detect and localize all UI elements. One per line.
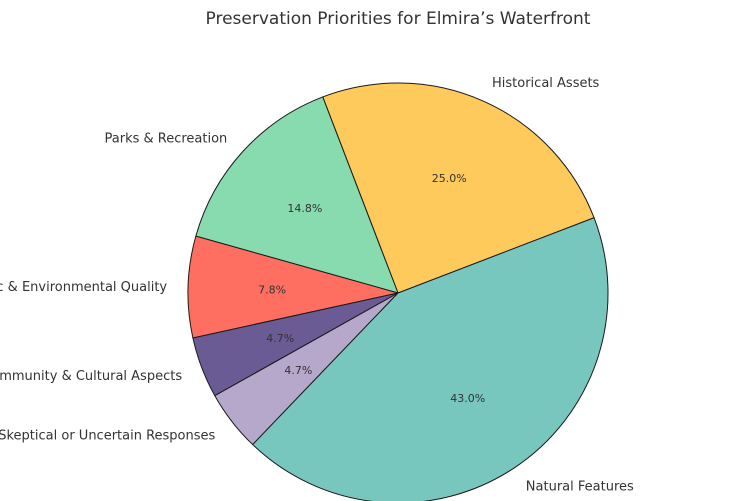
slice-category-label: Natural Features — [526, 479, 634, 494]
pie-slice — [322, 82, 595, 294]
slice-percentage-label: 4.7% — [266, 332, 294, 345]
slice-percentage-label: 43.0% — [450, 392, 485, 405]
slice-percentage-label: 14.8% — [287, 202, 322, 215]
slice-percentage-label: 7.8% — [258, 283, 286, 296]
pie-slices — [187, 82, 609, 501]
slice-category-label: Community & Cultural Aspects — [0, 369, 182, 384]
slice-category-label: Scenic & Environmental Quality — [0, 280, 167, 295]
slice-category-label: Historical Assets — [492, 76, 600, 91]
pie-slice — [187, 235, 399, 339]
slice-percentage-label: 4.7% — [284, 364, 312, 377]
chart-title: Preservation Priorities for Elmira’s Wat… — [206, 9, 591, 29]
pie-slice — [195, 96, 399, 294]
pie-slice — [251, 217, 609, 501]
slice-category-label: Parks & Recreation — [105, 131, 228, 146]
slice-percentage-label: 25.0% — [432, 172, 467, 185]
pie-labels: 25.0% Historical Assets 14.8% Parks & Recre… — [0, 76, 634, 494]
slice-category-label: Skeptical or Uncertain Responses — [0, 428, 216, 443]
